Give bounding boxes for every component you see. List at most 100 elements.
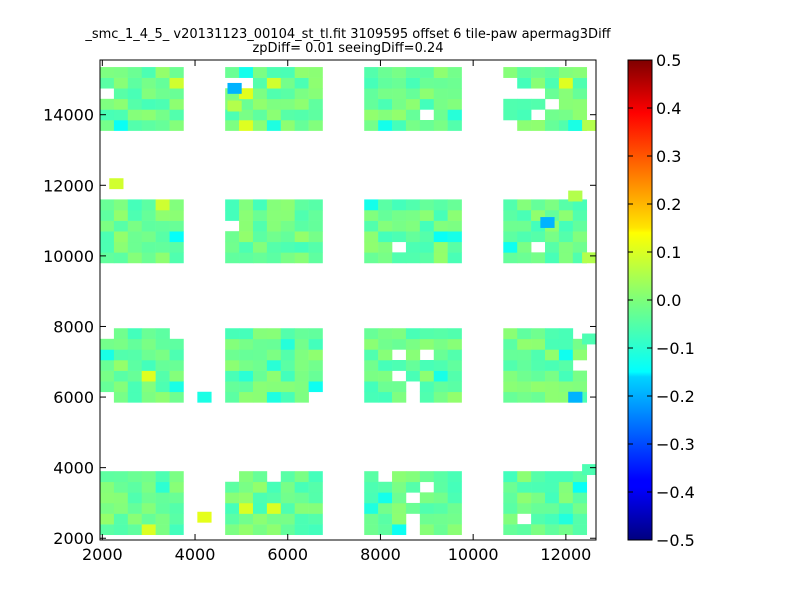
heatmap-cell — [517, 502, 532, 514]
heatmap-cell — [378, 199, 393, 211]
heatmap-cell — [252, 220, 268, 232]
heatmap-cell — [405, 120, 421, 131]
heatmap-cell — [405, 252, 421, 264]
heatmap-cell — [503, 98, 518, 110]
x-tick-label: 4000 — [175, 545, 216, 564]
heatmap-cell — [141, 210, 156, 221]
heatmap-cell — [447, 513, 462, 525]
heatmap-cell — [308, 502, 323, 514]
x-tick-label: 6000 — [267, 545, 308, 564]
heatmap-cell — [558, 524, 574, 536]
heatmap-cell — [545, 513, 560, 525]
heatmap-cell — [127, 210, 143, 221]
heatmap-cell — [127, 109, 143, 121]
heatmap-cell — [155, 109, 170, 121]
heatmap-cell — [364, 481, 379, 493]
heatmap-cell — [433, 360, 448, 371]
heatmap-cell — [433, 328, 448, 340]
heatmap-cell — [503, 370, 518, 382]
heatmap-cell — [558, 109, 574, 121]
heatmap-cell — [364, 328, 379, 340]
heatmap-cell — [545, 481, 560, 493]
heatmap-cell — [558, 391, 574, 403]
heatmap-cell — [378, 502, 393, 514]
heatmap-cell — [294, 502, 309, 514]
heatmap-cell — [558, 349, 574, 361]
heatmap-cell — [113, 220, 129, 232]
heatmap-cell — [531, 391, 546, 403]
heatmap-cell — [266, 524, 282, 536]
heatmap-cell — [405, 349, 421, 361]
heatmap-cell — [169, 381, 184, 393]
heatmap-cell — [378, 360, 393, 371]
heatmap-cell — [141, 252, 156, 264]
heatmap-cell — [572, 88, 588, 100]
heatmap-cell — [419, 370, 435, 382]
heatmap-cell — [169, 109, 184, 121]
heatmap-cell — [392, 98, 407, 110]
heatmap-cell — [447, 360, 462, 371]
heatmap-cell — [113, 513, 129, 525]
heatmap-cell — [280, 524, 295, 536]
heatmap-cell — [155, 513, 170, 525]
heatmap-cell — [141, 360, 156, 371]
heatmap-cell — [392, 381, 407, 393]
heatmap-cell — [127, 502, 143, 514]
heatmap-cell — [405, 370, 421, 382]
heatmap-cell — [141, 492, 156, 504]
heatmap-cell — [378, 513, 393, 525]
heatmap-cell — [392, 252, 407, 264]
heatmap-cell — [447, 471, 462, 483]
heatmap-cell — [378, 481, 393, 493]
heatmap-cell — [155, 338, 170, 350]
heatmap-cell — [308, 370, 323, 382]
heatmap-cell — [100, 210, 115, 221]
heatmap-cell — [531, 77, 546, 89]
heatmap-cell — [141, 471, 156, 483]
heatmap-cell — [503, 360, 518, 371]
heatmap-cell — [433, 481, 448, 493]
heatmap-cell — [100, 241, 115, 253]
heatmap-cell — [392, 109, 407, 121]
heatmap-cell — [364, 349, 379, 361]
heatmap-cell — [225, 210, 240, 221]
heatmap-cell — [252, 67, 268, 78]
heatmap-cell — [239, 349, 254, 361]
heatmap-cell — [433, 513, 448, 525]
heatmap-cell — [141, 513, 156, 525]
heatmap-cell — [378, 241, 393, 253]
heatmap-cell — [531, 120, 546, 131]
heatmap-cell — [392, 88, 407, 100]
heatmap-cell — [141, 328, 156, 340]
heatmap-cell — [503, 349, 518, 361]
heatmap-cell — [308, 220, 323, 232]
heatmap-cell — [280, 220, 295, 232]
heatmap-cell — [141, 370, 156, 382]
heatmap-cell — [225, 241, 240, 253]
heatmap-cell — [100, 349, 115, 361]
heatmap-cell — [378, 210, 393, 221]
heatmap-cell — [280, 513, 295, 525]
heatmap-cell — [433, 231, 448, 243]
heatmap-cell — [558, 502, 574, 514]
heatmap-cell — [447, 67, 462, 78]
heatmap-cell — [447, 98, 462, 110]
heatmap-cell — [572, 220, 588, 232]
heatmap-cell — [169, 492, 184, 504]
heatmap-cell — [169, 360, 184, 371]
heatmap-cell — [155, 252, 170, 264]
heatmap-cell — [572, 370, 588, 382]
x-tick-label: 2000 — [82, 545, 123, 564]
heatmap-cell — [545, 252, 560, 264]
heatmap-cell — [308, 471, 323, 483]
heatmap-cell — [392, 120, 407, 131]
heatmap-cell — [419, 120, 435, 131]
heatmap-cell — [294, 524, 309, 536]
heatmap-cell — [113, 252, 129, 264]
heatmap-cell — [239, 502, 254, 514]
heatmap-cell — [141, 349, 156, 361]
heatmap-cell — [531, 210, 546, 221]
heatmap-cell — [280, 349, 295, 361]
heatmap-cell — [378, 349, 393, 361]
heatmap-cell — [558, 67, 574, 78]
